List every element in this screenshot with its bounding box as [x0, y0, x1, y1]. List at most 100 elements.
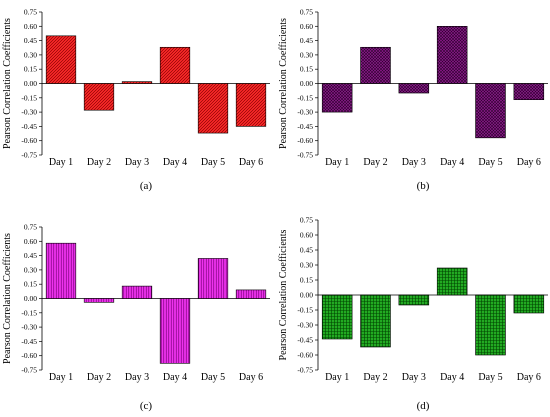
- x-tick-label: Day 2: [87, 157, 111, 168]
- y-tick-label: -0.45: [21, 122, 37, 131]
- x-tick-label: Day 2: [363, 372, 387, 383]
- y-tick-label: -0.60: [21, 351, 37, 360]
- bar: [436, 267, 468, 296]
- x-tick-label: Day 3: [402, 372, 426, 383]
- x-tick-label: Day 5: [201, 157, 225, 168]
- x-tick-label: Day 2: [363, 157, 387, 168]
- y-tick-label: 0.15: [300, 65, 313, 74]
- x-tick-label: Day 1: [325, 157, 349, 168]
- bar: [398, 294, 430, 306]
- panel-label: (a): [140, 180, 153, 192]
- y-tick-label: 0.75: [300, 216, 313, 225]
- x-tick-label: Day 2: [87, 372, 111, 383]
- y-tick-label: -0.75: [297, 151, 313, 160]
- y-tick-label: -0.30: [297, 108, 313, 117]
- y-tick-label: 0.30: [24, 265, 37, 274]
- x-tick-label: Day 1: [325, 372, 349, 383]
- x-tick-label: Day 5: [478, 372, 502, 383]
- x-tick-label: Day 4: [440, 372, 464, 383]
- bar: [159, 298, 191, 364]
- y-tick-label: 0.30: [300, 50, 313, 59]
- y-tick-label: 0.60: [24, 22, 37, 31]
- y-tick-label: -0.30: [21, 323, 37, 332]
- x-tick-label: Day 5: [478, 157, 502, 168]
- y-axis-label: Pearson Correlation Coefficients: [2, 18, 13, 149]
- y-tick-label: -0.15: [21, 93, 37, 102]
- y-tick-label: -0.45: [297, 336, 313, 345]
- panel-label: (d): [417, 400, 430, 412]
- y-tick-label: 0.30: [24, 50, 37, 59]
- y-tick-label: 0.00: [300, 291, 313, 300]
- y-tick-label: -0.60: [297, 136, 313, 145]
- bar: [360, 294, 391, 348]
- bar: [513, 83, 545, 101]
- y-tick-label: 0.15: [24, 65, 37, 74]
- y-tick-label: 0.15: [24, 280, 37, 289]
- bar: [45, 35, 77, 84]
- y-tick-label: -0.75: [21, 151, 37, 160]
- y-tick-label: -0.15: [297, 93, 313, 102]
- x-tick-label: Day 3: [125, 157, 149, 168]
- chart-panel: 0.75 0.60 0.45 0.30 0.15 0.00 -0.15 -0.30 -0.45 -…: [278, 216, 548, 412]
- x-tick-label: Day 6: [517, 157, 541, 168]
- y-tick-label: 0.60: [300, 231, 313, 240]
- y-tick-label: -0.45: [297, 122, 313, 131]
- bar: [321, 83, 353, 113]
- bar: [321, 294, 353, 340]
- y-tick-label: 0.00: [24, 79, 37, 88]
- y-tick-label: 0.75: [24, 8, 37, 17]
- bar: [45, 242, 77, 299]
- bar: [475, 294, 506, 356]
- y-axis-label: Pearson Correlation Coefficients: [2, 233, 13, 364]
- y-tick-label: -0.30: [297, 321, 313, 330]
- panel-label: (b): [417, 180, 430, 192]
- y-axis-label: Pearson Correlation Coefficients: [278, 18, 289, 149]
- x-tick-label: Day 3: [125, 372, 149, 383]
- x-tick-label: Day 6: [517, 372, 541, 383]
- bar: [513, 294, 545, 314]
- x-tick-label: Day 6: [239, 372, 263, 383]
- y-tick-label: 0.00: [24, 294, 37, 303]
- y-tick-label: 0.75: [24, 223, 37, 232]
- y-tick-label: -0.30: [21, 108, 37, 117]
- y-tick-label: 0.45: [24, 251, 37, 260]
- y-tick-label: 0.00: [300, 79, 313, 88]
- y-axis-label: Pearson Correlation Coefficients: [278, 229, 289, 360]
- chart-panel: 0.75 0.60 0.45 0.30 0.15 0.00 -0.15 -0.30 -0.45 -…: [278, 8, 548, 192]
- bar: [121, 285, 153, 299]
- y-tick-label: -0.15: [21, 308, 37, 317]
- bar: [159, 46, 191, 84]
- y-tick-label: 0.60: [300, 22, 313, 31]
- y-tick-label: -0.45: [21, 337, 37, 346]
- y-tick-label: 0.45: [300, 36, 313, 45]
- y-tick-label: 0.30: [300, 261, 313, 270]
- bar: [475, 83, 506, 139]
- x-tick-label: Day 1: [49, 157, 73, 168]
- y-tick-label: 0.60: [24, 237, 37, 246]
- y-tick-label: -0.75: [297, 366, 313, 375]
- x-tick-label: Day 4: [163, 157, 187, 168]
- bar: [197, 258, 229, 299]
- y-tick-label: 0.45: [300, 246, 313, 255]
- y-tick-label: -0.15: [297, 306, 313, 315]
- bar: [197, 83, 229, 134]
- bar: [436, 25, 468, 84]
- y-tick-label: 0.45: [24, 36, 37, 45]
- bar: [121, 81, 153, 84]
- panel-label: (c): [140, 400, 153, 412]
- y-tick-label: 0.75: [300, 8, 313, 17]
- x-tick-label: Day 1: [49, 372, 73, 383]
- x-tick-label: Day 6: [239, 157, 263, 168]
- bar: [235, 83, 267, 127]
- y-tick-label: -0.60: [297, 351, 313, 360]
- x-tick-label: Day 5: [201, 372, 225, 383]
- bar: [83, 83, 115, 111]
- bar: [360, 46, 391, 84]
- bar: [83, 298, 115, 303]
- y-tick-label: -0.75: [21, 366, 37, 375]
- x-tick-label: Day 4: [440, 157, 464, 168]
- y-tick-label: -0.60: [21, 136, 37, 145]
- x-tick-label: Day 3: [402, 157, 426, 168]
- bar: [235, 289, 267, 299]
- chart-panel: 0.75 0.60 0.45 0.30 0.15 0.00 -0.15 -0.30 -0.45 -…: [2, 223, 270, 412]
